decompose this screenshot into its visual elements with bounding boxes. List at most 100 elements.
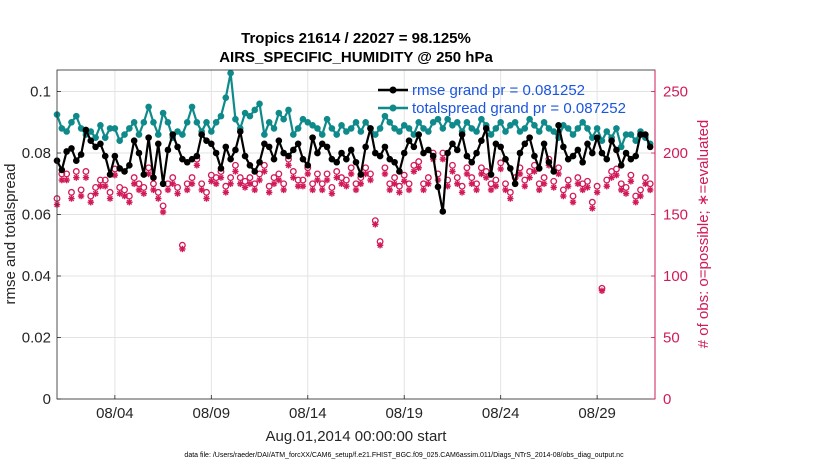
obs-evaluated-stroke xyxy=(87,199,94,206)
obs-evaluated-point xyxy=(357,180,365,187)
totalspread-point xyxy=(478,115,485,123)
rmse-point xyxy=(241,152,249,160)
obs-possible-point xyxy=(299,176,307,184)
obs-evaluated-stroke xyxy=(459,189,465,196)
rmse-point xyxy=(550,168,558,175)
totalspread-point xyxy=(299,115,307,123)
obs-evaluated-point xyxy=(372,221,379,228)
obs-possible-point xyxy=(174,184,182,191)
rmse-point xyxy=(72,157,80,165)
x-tick-label: 08/09 xyxy=(193,405,231,422)
x-tick-label: 08/29 xyxy=(578,405,616,422)
obs-evaluated-point xyxy=(188,180,196,187)
obs-possible-point xyxy=(463,164,471,172)
rmse-point xyxy=(246,162,254,169)
totalspread-series xyxy=(53,69,654,151)
obs-possible-point xyxy=(96,176,104,184)
totalspread-point xyxy=(130,118,138,126)
obs-possible-point xyxy=(367,170,374,178)
totalspread-point xyxy=(183,118,191,126)
totalspread-point xyxy=(540,118,548,126)
obs-evaluated-stroke xyxy=(411,168,417,175)
obs-evaluated-point xyxy=(603,183,610,190)
obs-evaluated-point xyxy=(627,178,635,185)
rmse-point xyxy=(169,131,177,138)
obs-evaluated-point xyxy=(87,199,94,206)
obs-possible-point xyxy=(140,184,148,191)
obs-possible-point xyxy=(391,174,399,182)
obs-evaluated-stroke xyxy=(541,180,547,187)
obs-possible-point xyxy=(68,188,75,196)
totalspread-point xyxy=(150,118,157,126)
obs-evaluated-stroke xyxy=(121,193,128,199)
obs-evaluated-point xyxy=(584,184,591,191)
totalspread-point xyxy=(68,118,75,126)
totalspread-point xyxy=(121,131,128,138)
obs-possible-point xyxy=(150,180,157,188)
totalspread-point xyxy=(140,118,148,126)
totalspread-point xyxy=(290,131,297,138)
rmse-point xyxy=(198,131,205,138)
rmse-point xyxy=(463,152,471,160)
totalspread-point xyxy=(347,125,355,132)
rmse-point xyxy=(183,158,191,166)
obs-evaluated-point xyxy=(270,180,278,187)
totalspread-point xyxy=(396,128,403,135)
rmse-point xyxy=(400,149,408,157)
y2-tick-label: 150 xyxy=(663,207,688,224)
obs-possible-point xyxy=(77,186,85,194)
rmse-point xyxy=(285,152,292,160)
obs-evaluated-point xyxy=(227,180,234,187)
rmse-point xyxy=(598,149,606,157)
obs-evaluated-point xyxy=(463,170,471,178)
obs-evaluated-point xyxy=(256,176,263,184)
rmse-point xyxy=(333,158,341,166)
obs-evaluated-point xyxy=(212,180,220,187)
rmse-point xyxy=(434,183,442,191)
rmse-point xyxy=(270,155,278,163)
obs-evaluated-stroke xyxy=(415,164,422,171)
obs-evaluated-stroke xyxy=(97,183,104,190)
rmse-point xyxy=(145,134,152,141)
rmse-point xyxy=(101,152,109,160)
obs-possible-point xyxy=(588,198,596,206)
obs-evaluated-stroke xyxy=(59,177,65,183)
obs-evaluated-stroke xyxy=(198,187,205,193)
totalspread-point xyxy=(135,131,143,138)
obs-evaluated-point xyxy=(405,186,413,194)
obs-evaluated-stroke xyxy=(623,190,629,197)
totalspread-point xyxy=(531,122,538,129)
y-tick-label: 0.04 xyxy=(22,268,51,285)
rmse-point xyxy=(487,171,495,178)
rmse-point xyxy=(637,131,644,138)
obs-evaluated-point xyxy=(420,186,427,194)
rmse-point xyxy=(323,143,331,151)
y-axis-ticks: 0 0.02 0.04 0.06 0.08 0.1 xyxy=(22,84,61,408)
rmse-point xyxy=(449,140,456,148)
obs-evaluated-stroke xyxy=(256,177,263,183)
obs-evaluated-point xyxy=(608,174,615,181)
obs-possible-point xyxy=(203,188,210,196)
y-tick-label: 0 xyxy=(43,391,51,408)
obs-evaluated-point xyxy=(449,168,456,175)
totalspread-point xyxy=(309,122,316,129)
totalspread-point xyxy=(179,131,186,138)
obs-evaluated-stroke xyxy=(599,287,605,294)
obs-possible-point xyxy=(559,186,567,194)
rmse-point xyxy=(367,125,374,132)
totalspread-point xyxy=(453,118,461,126)
obs-evaluated-stroke xyxy=(300,183,306,190)
totalspread-point xyxy=(429,118,437,126)
obs-evaluated-stroke xyxy=(483,174,490,181)
obs-evaluated-stroke xyxy=(213,180,219,187)
totalspread-point xyxy=(516,128,524,135)
rmse-point xyxy=(391,158,398,166)
rmse-point xyxy=(304,162,312,169)
obs-evaluated-point xyxy=(560,192,567,200)
totalspread-point xyxy=(261,131,268,138)
y2-tick-label: 0 xyxy=(663,391,671,408)
rmse-point xyxy=(429,152,437,160)
rmse-point xyxy=(208,140,215,148)
obs-evaluated-stroke xyxy=(464,171,470,177)
obs-possible-point xyxy=(154,188,162,196)
